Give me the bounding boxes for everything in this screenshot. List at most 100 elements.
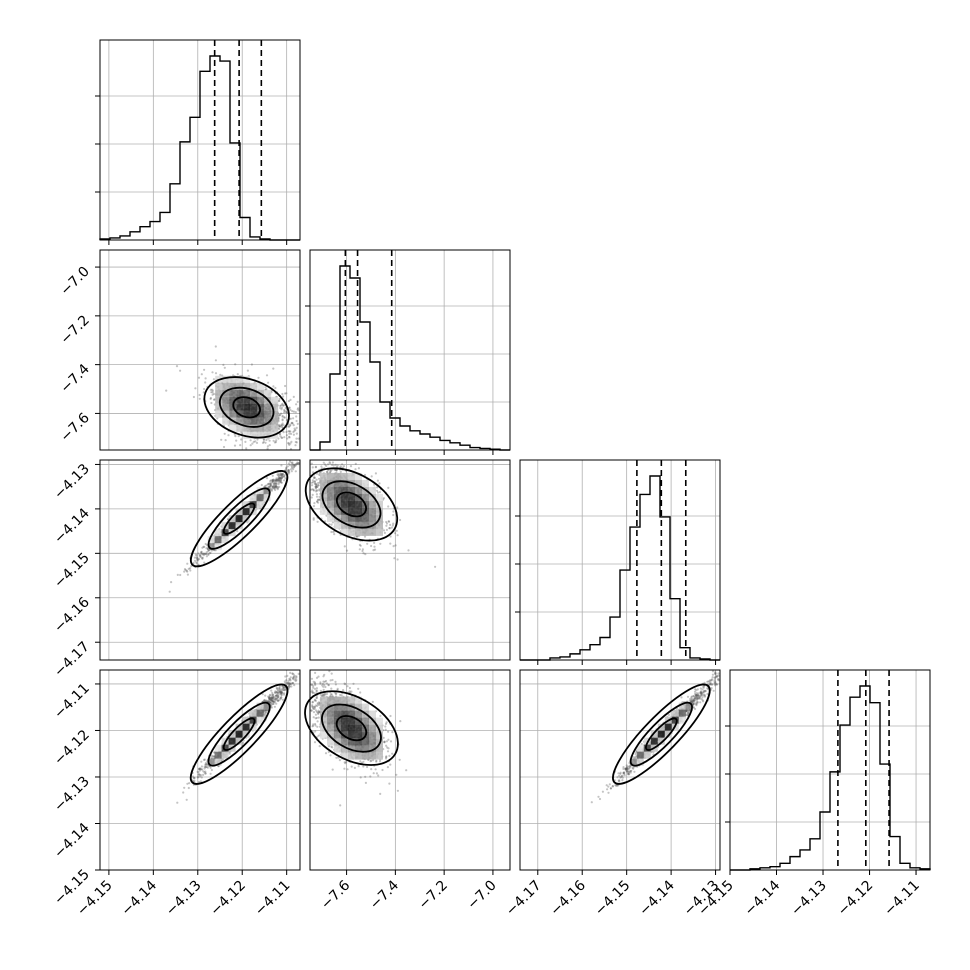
density-cell [348, 472, 355, 480]
pair-panel-0-1 [99, 249, 301, 451]
scatter-point [312, 505, 316, 508]
scatter-point [391, 731, 394, 734]
scatter-point [278, 427, 281, 431]
scatter-point [283, 408, 286, 412]
scatter-point [189, 569, 192, 572]
scatter-point [271, 702, 275, 706]
scatter-point [370, 768, 373, 771]
scatter-point [249, 444, 252, 447]
scatter-point [354, 468, 357, 471]
scatter-point [266, 445, 269, 448]
density-cell [341, 514, 348, 522]
scatter-point [234, 435, 237, 438]
scatter-point [294, 444, 297, 447]
scatter-point [272, 694, 275, 697]
scatter-point [372, 772, 375, 775]
scatter-point [388, 527, 391, 530]
contour-level-1 [218, 386, 275, 428]
density-cell [355, 500, 362, 508]
density-cell [235, 730, 243, 738]
scatter-point [198, 768, 201, 771]
scatter-point [291, 410, 294, 413]
scatter-point [290, 440, 293, 443]
scatter-point [261, 441, 265, 444]
scatter-point [209, 397, 212, 400]
histogram-2 [520, 475, 720, 661]
scatter-point [197, 376, 201, 379]
scatter-point [290, 685, 293, 688]
scatter-point [272, 439, 275, 442]
scatter-point [251, 442, 254, 445]
density-cell [243, 396, 251, 404]
scatter-point [349, 465, 353, 468]
scatter-point [329, 754, 332, 757]
scatter-point [280, 423, 283, 426]
density-cell [229, 424, 237, 432]
scatter-point [290, 432, 293, 435]
density-cell [369, 500, 376, 508]
scatter-point [269, 482, 272, 486]
scatter-point [292, 417, 295, 420]
scatter-point [269, 482, 272, 485]
scatter-point [210, 391, 213, 394]
density-cell [341, 472, 348, 480]
scatter-point [320, 465, 323, 468]
scatter-point [254, 440, 257, 443]
scatter-point [294, 428, 297, 432]
scatter-point [208, 552, 211, 555]
density-cell [327, 493, 334, 501]
scatter-point [278, 425, 282, 428]
scatter-point [312, 711, 316, 714]
scatter-point [345, 549, 349, 552]
panel-frame [729, 669, 931, 871]
histogram-0 [99, 55, 300, 241]
scatter-point [290, 421, 294, 424]
scatter-point [203, 545, 206, 549]
scatter-point [381, 768, 384, 772]
scatter-point [274, 481, 277, 484]
scatter-point [294, 464, 297, 468]
scatter-point [265, 477, 269, 480]
scatter-point [285, 430, 288, 434]
scatter-point [216, 417, 219, 420]
scatter-point [256, 438, 259, 441]
scatter-point [214, 345, 217, 348]
scatter-point [186, 573, 189, 576]
scatter-point [280, 426, 284, 429]
scatter-point [315, 483, 318, 486]
density-cell [235, 515, 243, 523]
scatter-point [289, 398, 292, 401]
scatter-point [333, 533, 336, 536]
scatter-point [204, 381, 207, 384]
scatter-point [275, 483, 278, 486]
scatter-point [317, 734, 320, 737]
scatter-point [289, 442, 292, 445]
scatter-point [297, 463, 300, 466]
scatter-point [316, 725, 319, 728]
scatter-point [296, 408, 299, 411]
scatter-point [321, 684, 324, 687]
scatter-point [314, 683, 317, 687]
scatter-point [277, 472, 280, 475]
scatter-point [405, 769, 408, 772]
scatter-point [269, 484, 272, 487]
scatter-point [275, 482, 278, 485]
scatter-point [311, 704, 314, 707]
scatter-point [271, 479, 275, 482]
scatter-point [278, 481, 281, 484]
density-cell [327, 486, 334, 494]
scatter-point [278, 414, 281, 417]
scatter-point [287, 430, 290, 433]
scatter-point [201, 556, 204, 559]
scatter-point [316, 702, 319, 705]
density-cell [229, 382, 237, 390]
scatter-point [292, 675, 295, 679]
scatter-point [278, 433, 281, 436]
scatter-point [370, 544, 373, 548]
scatter-point [407, 549, 410, 552]
density-cell [257, 431, 265, 439]
scatter-point [328, 523, 331, 526]
density-cell [257, 382, 265, 390]
scatter-point [269, 696, 272, 700]
scatter-point [288, 430, 291, 433]
